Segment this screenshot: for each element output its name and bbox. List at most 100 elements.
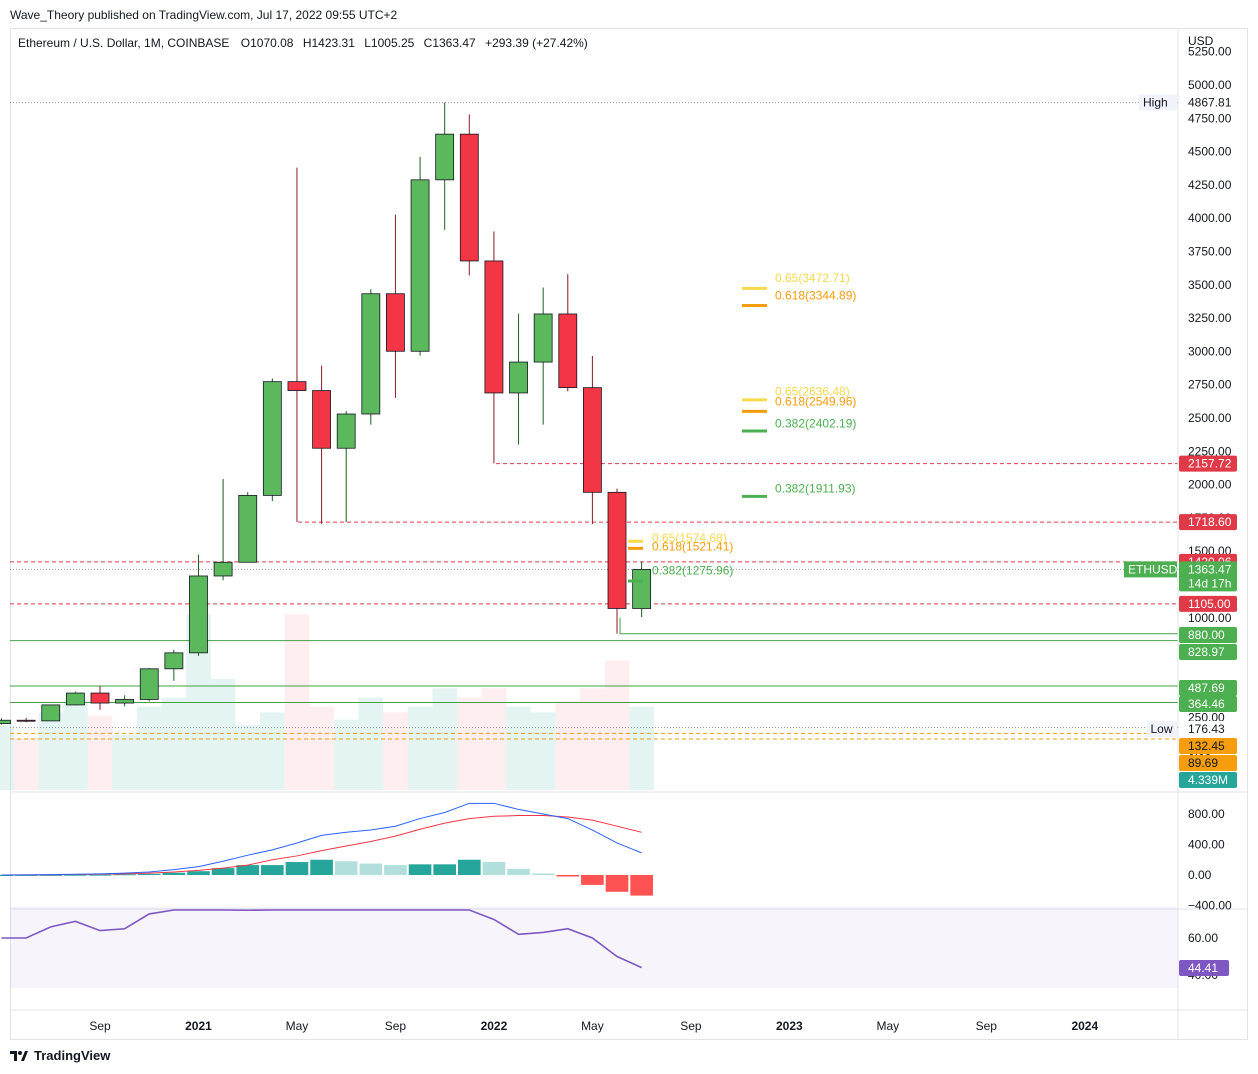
- candle-body: [262, 381, 282, 496]
- volume-bar: [407, 706, 433, 790]
- price-label-low: 176.43: [1188, 722, 1225, 736]
- price-tick-label: 4500.00: [1188, 145, 1232, 159]
- volume-bar: [456, 697, 482, 790]
- footer-brand[interactable]: TradingView: [10, 1048, 110, 1063]
- ohlc-high-label: H: [303, 36, 312, 50]
- price-tag-bg: [1139, 94, 1177, 111]
- time-axis[interactable]: ySep2021MaySep2022MaySep2023MaySep2024: [0, 1009, 1248, 1033]
- ohlc-low: 1005.25: [371, 36, 415, 50]
- macd-histogram-bar: [433, 864, 456, 875]
- price-label-bg: [1179, 721, 1237, 737]
- volume-bar: [530, 712, 556, 790]
- price-tick-label: 3750.00: [1188, 245, 1232, 259]
- tradingview-logo-icon: [10, 1050, 28, 1061]
- ohlc-open: 1070.08: [250, 36, 294, 50]
- price-label-fib-132: 132.45: [1188, 739, 1225, 753]
- fib-label: 0.618(3344.89): [775, 288, 856, 302]
- price-tag-last: ETHUSD: [1128, 562, 1178, 576]
- price-label-sup-880: 880.00: [1188, 628, 1225, 642]
- volume-area: [0, 614, 654, 790]
- time-tick-label: 2024: [1071, 1019, 1098, 1033]
- candle-body: [533, 313, 553, 363]
- price-label-bg: [1179, 561, 1237, 592]
- volume-bar: [629, 706, 654, 790]
- price-axis[interactable]: 5250.00 5000.00 4750.00 4500.00 4250.00 4000.…: [1124, 28, 1237, 1040]
- macd-histogram-bar: [482, 862, 506, 875]
- volume-bar: [309, 706, 334, 790]
- ohlc-low-label: L: [364, 36, 371, 50]
- svg-text:Ethereum / U.S. Dollar, 1M, CO: Ethereum / U.S. Dollar, 1M, COINBASE O10…: [18, 36, 588, 50]
- ohlc-close-label: C: [424, 36, 433, 50]
- fib-label: 0.618(2549.96): [775, 394, 856, 408]
- macd-histogram-bar: [384, 865, 407, 875]
- macd-histogram-bar: [556, 875, 580, 877]
- volume-bar: [87, 716, 113, 790]
- candle-body: [238, 494, 258, 563]
- ohlc-close: 1363.47: [432, 36, 476, 50]
- candle-body: [509, 361, 528, 394]
- fib-label: 0.65(2636.48): [775, 384, 850, 398]
- macd-pane: [0, 791, 1248, 896]
- rsi-pane: [1, 906, 1248, 988]
- macd-signal-line: [1, 815, 642, 876]
- price-label-sup-828: 828.97: [1188, 645, 1225, 659]
- macd-histogram-bar: [261, 865, 284, 875]
- macd-tick-label: 800.00: [1188, 807, 1225, 821]
- candle-body: [632, 569, 652, 609]
- volume-bar: [210, 679, 236, 790]
- price-label-bg: [1179, 772, 1237, 788]
- candle-body: [287, 381, 307, 391]
- candle-body: [484, 260, 504, 394]
- symbol-title: Ethereum / U.S. Dollar, 1M, COINBASE: [18, 36, 229, 50]
- volume-bar: [0, 725, 14, 790]
- price-tick-label: 2750.00: [1188, 378, 1232, 392]
- footer-brand-text: TradingView: [34, 1048, 111, 1063]
- price-tick-label: 2000.00: [1188, 478, 1232, 492]
- price-label-vol: 4.339M: [1188, 773, 1228, 787]
- volume-bar: [358, 697, 384, 790]
- fib-levels: 0.65(3472.71) 0.618(3344.89) 0.65(2636.48)…: [628, 271, 856, 583]
- macd-tick-label: 0.00: [1188, 868, 1212, 882]
- macd-histogram-bar: [113, 874, 136, 876]
- fib-label: 0.382(1911.93): [775, 482, 856, 496]
- price-label-bg: [1179, 755, 1237, 771]
- macd-tick-label: 400.00: [1188, 838, 1225, 852]
- volume-bar: [235, 725, 261, 790]
- macd-histogram-bar: [137, 873, 161, 875]
- time-tick-label: 2022: [481, 1019, 508, 1033]
- currency-label: USD: [1188, 34, 1214, 48]
- chart-header: Ethereum / U.S. Dollar, 1M, COINBASE O10…: [18, 34, 1214, 50]
- price-tag-high: High: [1143, 96, 1168, 110]
- volume-bar: [161, 697, 187, 790]
- chart-frame[interactable]: [10, 28, 1248, 1040]
- candle-body: [583, 387, 602, 493]
- publisher-line: Wave_Theory published on TradingView.com…: [10, 8, 398, 22]
- macd-histogram-bar: [531, 873, 555, 875]
- volume-bar: [506, 706, 531, 790]
- volume-bar: [112, 734, 137, 790]
- fib-label: 0.65(3472.71): [775, 271, 850, 285]
- candles: [0, 102, 652, 725]
- candle-body: [459, 133, 479, 262]
- price-label-sup-487: 487.69: [1188, 681, 1225, 695]
- macd-histogram-bar: [285, 862, 309, 875]
- volume-bar: [38, 712, 64, 790]
- time-tick-label: 2021: [185, 1019, 212, 1033]
- volume-bar: [63, 701, 88, 790]
- time-tick-label: Sep: [976, 1019, 998, 1033]
- candle-body: [410, 179, 430, 352]
- price-label-res-2157: 2157.72: [1188, 457, 1232, 471]
- price-label-last: 1363.47: [1188, 562, 1232, 576]
- ohlc-open-label: O: [241, 36, 250, 50]
- macd-histogram-bar: [0, 875, 13, 876]
- macd-histogram-bar: [162, 872, 186, 875]
- price-tick-label: 4250.00: [1188, 178, 1232, 192]
- macd-histogram-bar: [236, 865, 260, 875]
- time-tick-label: May: [581, 1019, 604, 1033]
- macd-histogram-bar: [630, 875, 653, 896]
- horizontal-levels: [10, 102, 1178, 740]
- price-label-bg: [1179, 644, 1237, 660]
- price-label-bg: [1179, 94, 1237, 111]
- candle-body: [139, 668, 159, 700]
